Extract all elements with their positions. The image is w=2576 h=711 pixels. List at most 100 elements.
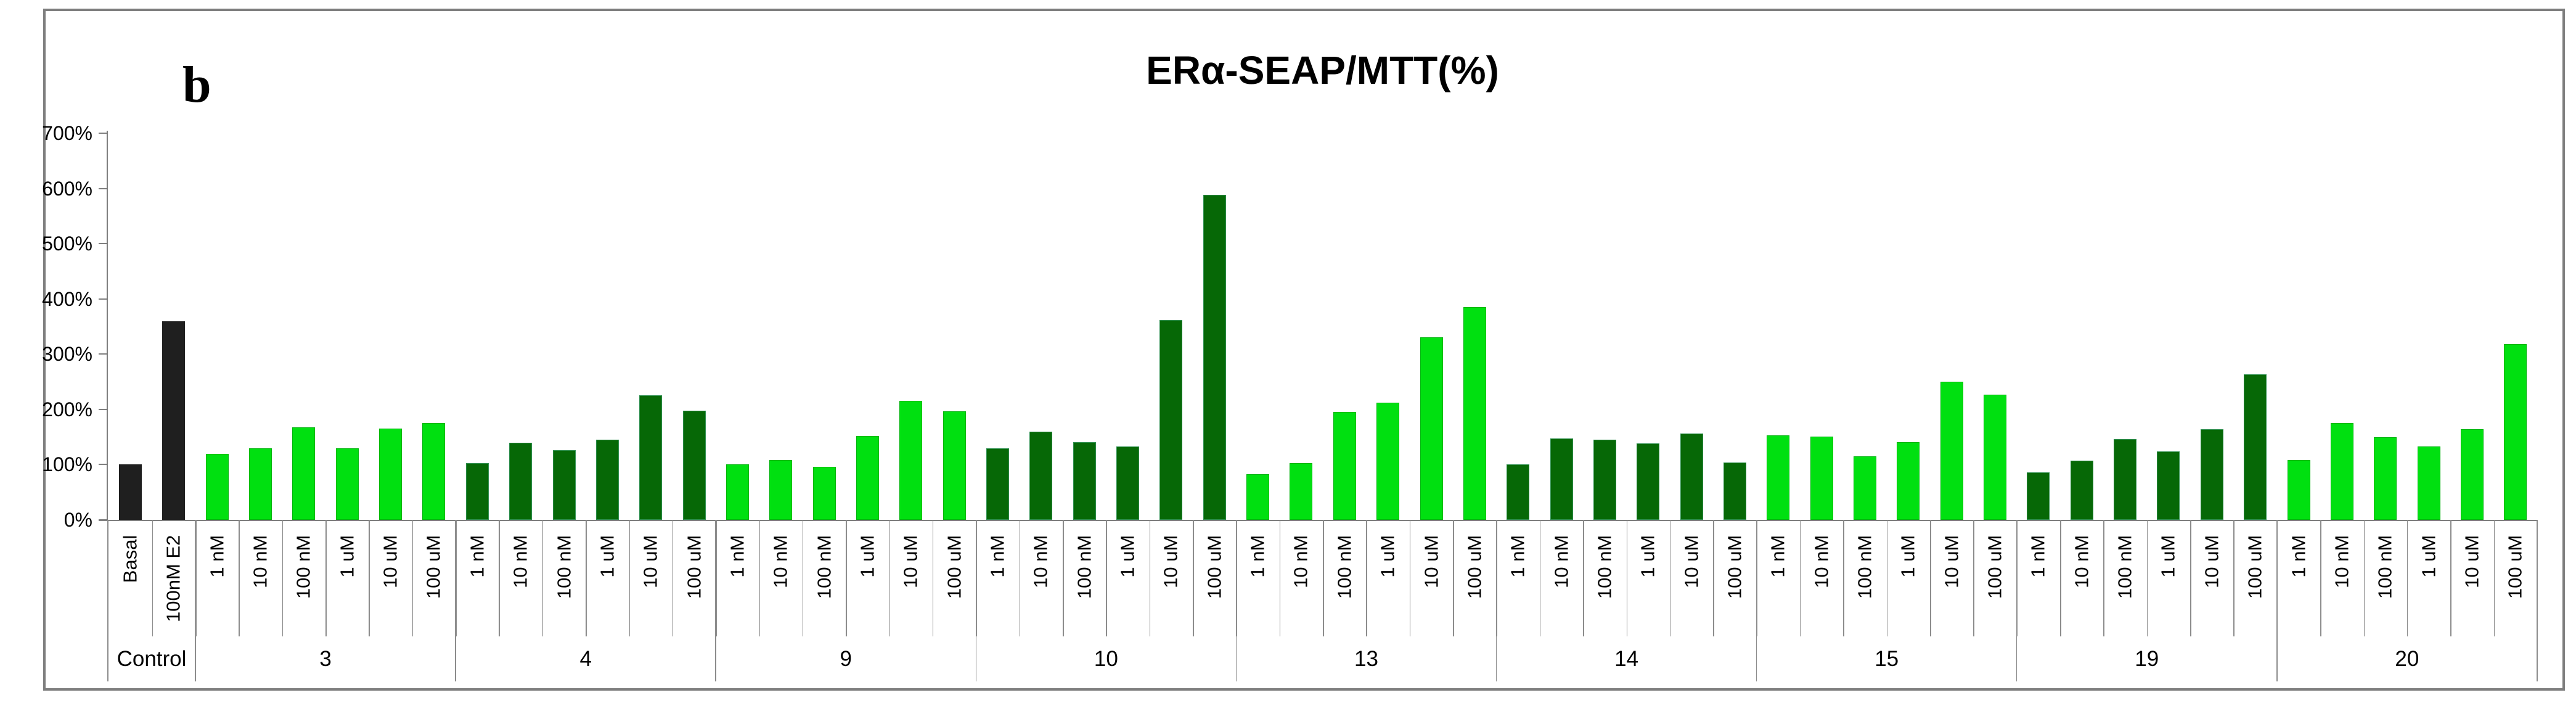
- cat-separator: [1236, 520, 1237, 636]
- x-category-label: 100 nM: [292, 535, 314, 599]
- cat-separator: [759, 520, 761, 636]
- group-label: 15: [1875, 647, 1899, 671]
- x-category-label: 100 uM: [1463, 535, 1486, 599]
- x-category-label: 10 nM: [1810, 535, 1832, 589]
- cat-separator: [889, 520, 891, 636]
- y-tick: [99, 187, 108, 189]
- bar: [1246, 474, 1270, 520]
- y-tick-label: 700%: [42, 122, 92, 144]
- y-tick-label: 300%: [42, 343, 92, 366]
- bar: [639, 395, 663, 520]
- x-category-label: 100 nM: [552, 535, 574, 599]
- cat-separator: [1886, 520, 1888, 636]
- group-boundary: [2537, 520, 2538, 681]
- x-category-label: 10 nM: [1029, 535, 1052, 589]
- y-axis-line: [107, 131, 108, 520]
- y-tick-label: 100%: [42, 453, 92, 476]
- cat-separator: [1626, 520, 1628, 636]
- x-category-label: 100 nM: [1593, 535, 1616, 599]
- x-category-label: 100 nM: [1854, 535, 1876, 599]
- x-category-label: 10 uM: [899, 535, 922, 589]
- y-tick-label: 0%: [63, 509, 92, 531]
- bar: [682, 410, 706, 520]
- bar: [2287, 460, 2310, 520]
- group-boundary: [1495, 520, 1497, 681]
- x-category-label: 10 nM: [2071, 535, 2093, 589]
- bar: [422, 423, 446, 520]
- group-boundary: [195, 520, 196, 681]
- bar: [1507, 464, 1530, 520]
- x-category-label: 1 uM: [1637, 535, 1659, 578]
- x-category-label: 100 nM: [2374, 535, 2396, 599]
- y-tick: [99, 298, 108, 300]
- x-category-label: 1 uM: [1897, 535, 1919, 578]
- bar: [2070, 461, 2093, 520]
- cat-separator: [846, 520, 847, 636]
- x-category-label: 100 nM: [812, 535, 835, 599]
- bar: [379, 429, 403, 520]
- cat-separator: [1366, 520, 1367, 636]
- x-category-label: 100 uM: [2244, 535, 2266, 599]
- cat-separator: [2363, 520, 2365, 636]
- group-boundary: [107, 520, 108, 681]
- x-category-label: 100 uM: [422, 535, 444, 599]
- bar: [2374, 437, 2397, 520]
- group-label: 14: [1614, 647, 1639, 671]
- bar: [2157, 451, 2180, 520]
- cat-separator: [456, 520, 457, 636]
- cat-separator: [412, 520, 414, 636]
- bar: [335, 448, 359, 520]
- cat-separator: [629, 520, 631, 636]
- x-category-label: 10 nM: [1290, 535, 1312, 589]
- bar: [1073, 442, 1096, 520]
- x-category-label: 1 uM: [1116, 535, 1139, 578]
- x-category-label: 1 nM: [1767, 535, 1789, 578]
- x-category-label: 10 uM: [639, 535, 661, 589]
- group-boundary: [2016, 520, 2018, 681]
- y-tick: [99, 464, 108, 466]
- x-category-label: 100 uM: [1984, 535, 2006, 599]
- y-tick: [99, 133, 108, 134]
- cat-separator: [2493, 520, 2495, 636]
- bar: [119, 464, 142, 520]
- bar: [1290, 462, 1313, 520]
- bar: [1333, 412, 1356, 520]
- x-category-label: 1 nM: [1246, 535, 1269, 578]
- cat-separator: [369, 520, 370, 636]
- bar: [1376, 403, 1400, 520]
- bar: [162, 321, 186, 520]
- y-tick: [99, 519, 108, 520]
- bar: [552, 450, 576, 520]
- x-category-label: 1 nM: [206, 535, 228, 578]
- cat-separator: [1063, 520, 1064, 636]
- cat-separator: [1323, 520, 1324, 636]
- group-boundary: [1756, 520, 1757, 681]
- bar: [899, 401, 923, 520]
- bar: [2114, 439, 2137, 520]
- x-category-label: 1 nM: [986, 535, 1008, 578]
- y-tick-label: 600%: [42, 177, 92, 200]
- y-tick-label: 500%: [42, 232, 92, 255]
- cat-separator: [1713, 520, 1714, 636]
- cat-separator: [2060, 520, 2061, 636]
- bar: [942, 411, 966, 520]
- x-category-label: 100 uM: [1203, 535, 1225, 599]
- chart-title: ERα-SEAP/MTT(%): [1146, 48, 1499, 92]
- cat-separator: [499, 520, 500, 636]
- cat-separator: [1019, 520, 1021, 636]
- cat-separator: [195, 520, 197, 636]
- cat-separator: [1193, 520, 1194, 636]
- cat-separator: [2146, 520, 2148, 636]
- bar: [1810, 436, 1833, 520]
- group-label: 9: [840, 647, 852, 671]
- bar: [726, 464, 749, 520]
- x-category-label: 10 nM: [2331, 535, 2353, 589]
- bar: [205, 453, 229, 520]
- x-category-label: 10 uM: [1940, 535, 1963, 589]
- cat-separator: [1496, 520, 1498, 636]
- bar: [2417, 446, 2440, 520]
- cat-separator: [1539, 520, 1541, 636]
- y-tick-label: 400%: [42, 287, 92, 310]
- bar: [2330, 423, 2353, 520]
- y-tick: [99, 408, 108, 410]
